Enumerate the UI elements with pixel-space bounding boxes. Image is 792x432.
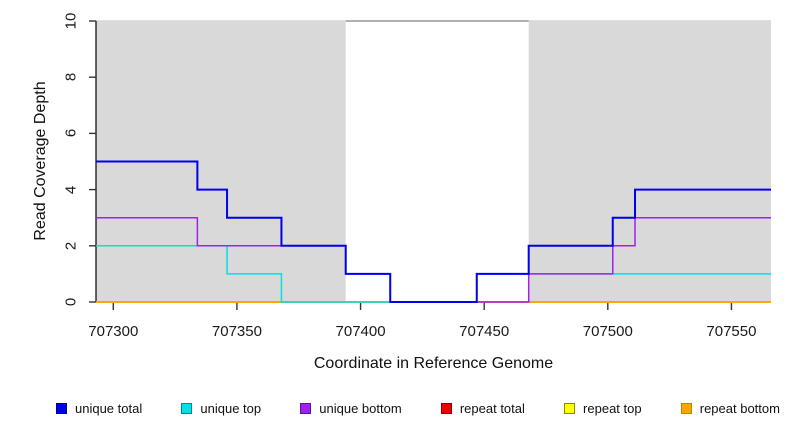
y-axis-title: Read Coverage Depth: [32, 81, 49, 241]
y-tick-label: 4: [62, 185, 80, 194]
x-tick-label: 707350: [211, 323, 262, 340]
legend-item-repeat-total: repeat total: [440, 400, 525, 416]
legend-item-repeat-top: repeat top: [564, 401, 642, 416]
legend-item-unique-top: unique top: [181, 401, 261, 416]
legend-label: unique total: [75, 400, 143, 416]
x-tick-label: 707300: [88, 323, 139, 340]
legend-item-repeat-bottom: repeat bottom: [680, 400, 780, 416]
x-tick-label: 707500: [582, 323, 633, 340]
legend: unique total unique top unique bottom repea…: [56, 396, 780, 420]
legend-swatch-icon: [56, 402, 67, 414]
legend-label: repeat bottom: [699, 400, 780, 416]
legend-label: unique bottom: [319, 400, 402, 416]
legend-swatch-icon: [300, 402, 312, 414]
legend-label: repeat top: [583, 400, 642, 416]
shaded-region: [528, 20, 771, 302]
x-axis-title: Coordinate in Reference Genome: [313, 355, 554, 372]
legend-label: repeat total: [459, 400, 525, 416]
series-line-unique-total: [96, 160, 771, 303]
y-tick-label: 2: [62, 241, 80, 250]
x-tick-label: 707400: [335, 323, 386, 340]
y-tick-label: 6: [62, 129, 80, 138]
y-tick-label: 8: [62, 73, 80, 82]
y-tick-label: 10: [62, 12, 80, 30]
y-tick-label: 0: [62, 297, 80, 307]
x-tick-label: 707450: [459, 323, 510, 340]
legend-item-unique-bottom: unique bottom: [300, 400, 402, 416]
legend-swatch-icon: [680, 402, 692, 414]
x-tick-label: 707550: [706, 323, 757, 340]
legend-label: unique top: [200, 400, 262, 416]
legend-swatch-icon: [440, 402, 452, 414]
legend-swatch-icon: [181, 402, 193, 414]
legend-item-unique-total: unique total: [56, 401, 142, 416]
legend-swatch-icon: [564, 402, 576, 414]
